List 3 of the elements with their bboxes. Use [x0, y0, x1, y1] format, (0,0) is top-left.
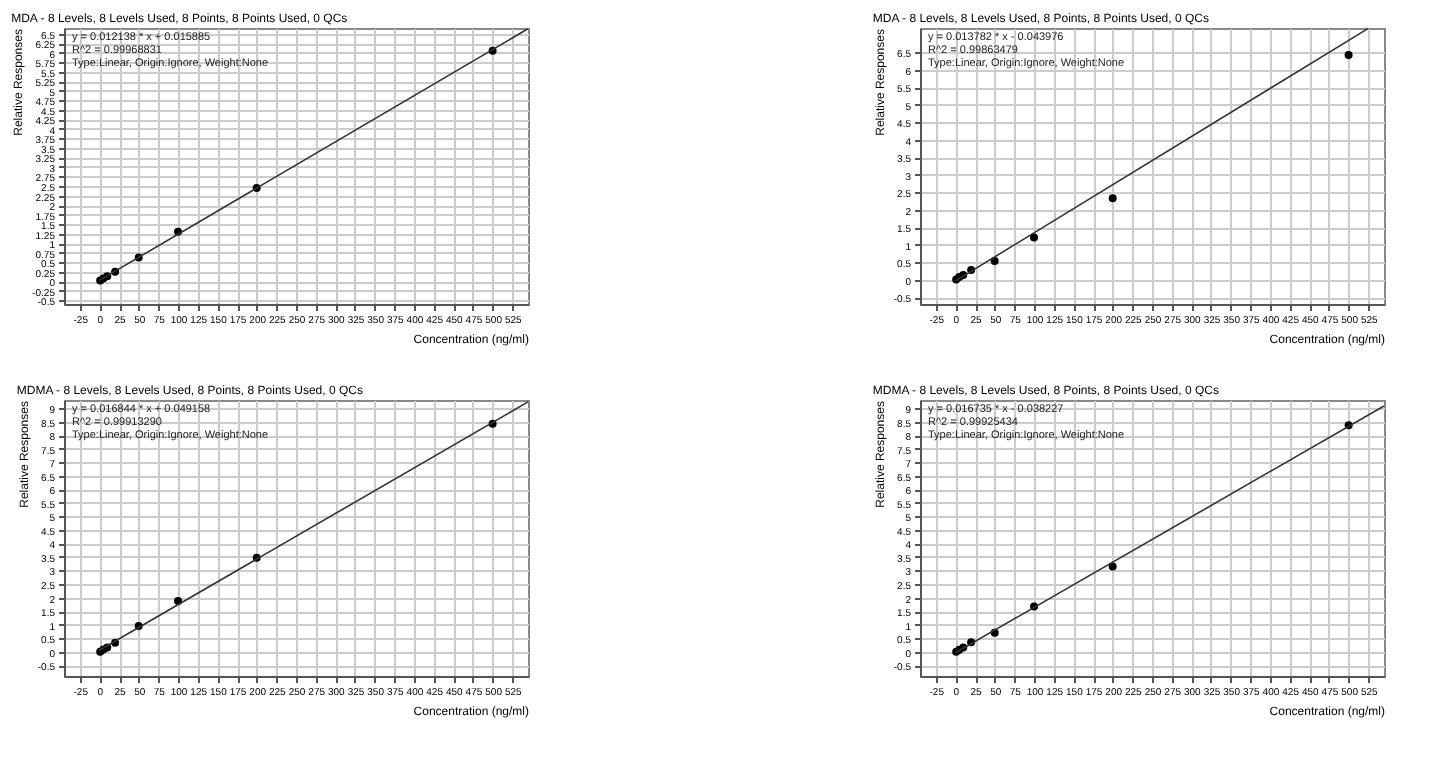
point: [1030, 233, 1039, 242]
point: [1108, 194, 1117, 203]
point: [1344, 50, 1353, 59]
